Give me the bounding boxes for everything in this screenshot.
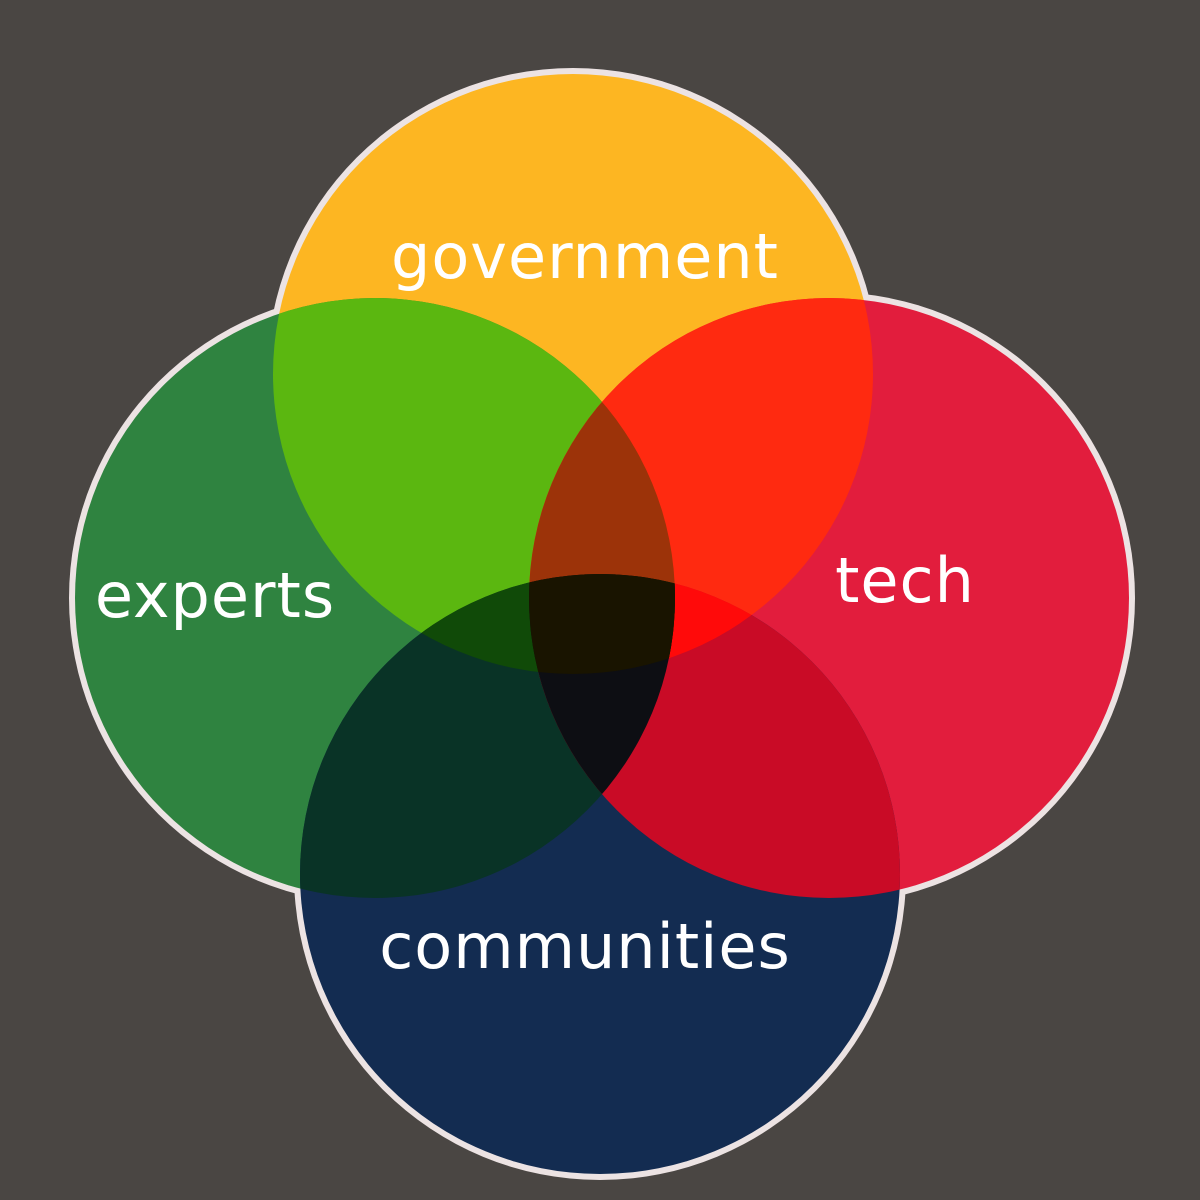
overlap-government-experts — [273, 298, 675, 674]
communities-label: communities — [379, 910, 791, 983]
tech-label: tech — [835, 544, 975, 617]
experts-label: experts — [95, 559, 335, 632]
government-label: government — [391, 220, 779, 293]
